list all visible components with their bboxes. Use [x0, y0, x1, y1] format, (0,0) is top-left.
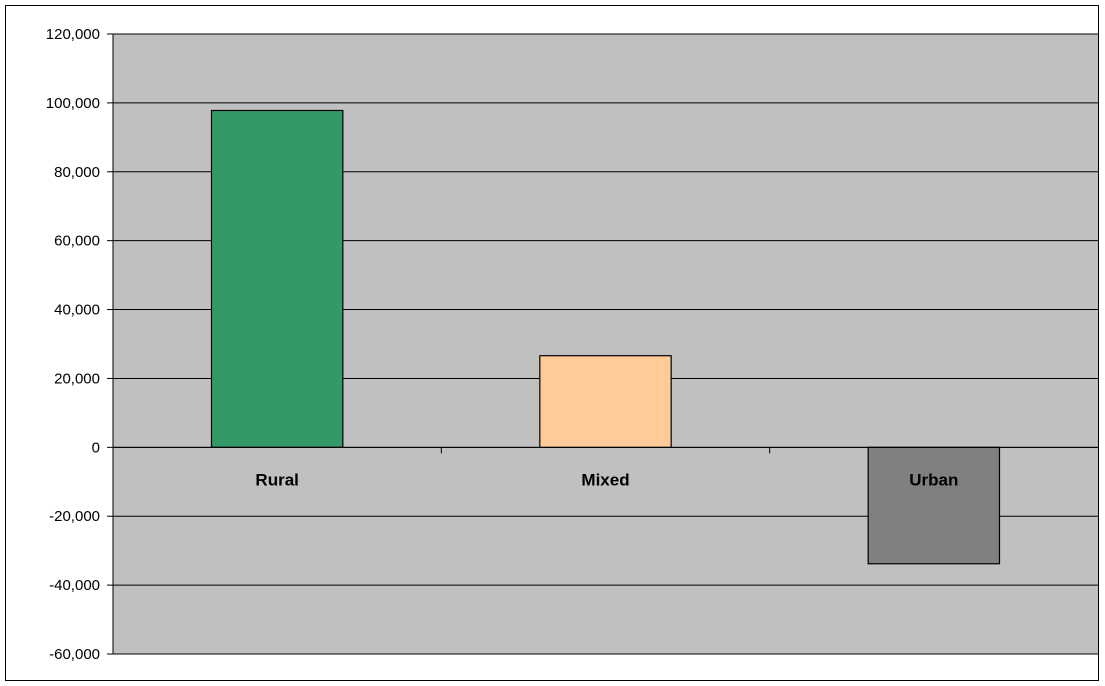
y-tick-label: 20,000	[54, 370, 100, 387]
y-tick-label: -20,000	[49, 508, 100, 525]
y-tick-label: 60,000	[54, 233, 100, 250]
y-tick-label: 80,000	[54, 164, 100, 181]
bar-rural[interactable]	[210, 109, 344, 448]
y-tick-label: -40,000	[49, 577, 100, 594]
bar-urban[interactable]	[867, 446, 1001, 565]
category-label-rural: Rural	[255, 470, 298, 489]
category-label-urban: Urban	[909, 470, 958, 489]
category-label-mixed: Mixed	[581, 470, 629, 489]
y-tick-label: 40,000	[54, 302, 100, 319]
y-tick-label: -60,000	[49, 646, 100, 663]
y-tick-label: 0	[92, 439, 100, 456]
bar-mixed[interactable]	[539, 355, 672, 448]
y-tick-label: 120,000	[46, 26, 100, 43]
y-tick-label: 100,000	[46, 95, 100, 112]
